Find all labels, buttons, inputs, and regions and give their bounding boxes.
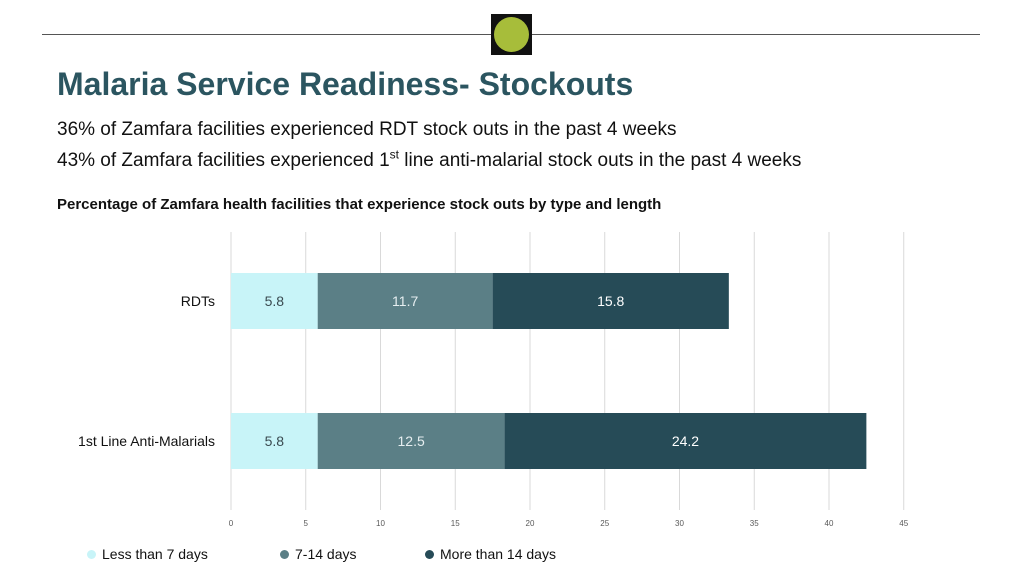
bar-segment: [231, 273, 318, 329]
legend-item-7-14: 7-14 days: [280, 546, 356, 562]
x-tick-label: 25: [600, 519, 609, 528]
data-label: 24.2: [672, 433, 699, 449]
ordinal-suffix: st: [389, 147, 400, 162]
legend-swatch-7-14: [280, 549, 289, 559]
bar-segment: [317, 413, 505, 469]
legend-item-lt7: Less than 7 days: [87, 546, 208, 562]
antimalarial-stockout-statement: 43% of Zamfara facilities experienced 1s…: [57, 147, 802, 172]
x-tick-label: 15: [451, 519, 460, 528]
legend-swatch-gt14: [425, 549, 434, 559]
bar-segment: [231, 413, 318, 469]
data-label: 15.8: [597, 293, 624, 309]
bar-segment: [492, 273, 729, 329]
legend-label-gt14: More than 14 days: [440, 546, 556, 562]
data-label: 11.7: [392, 293, 418, 309]
logo-circle-icon: [494, 17, 529, 52]
x-tick-label: 20: [526, 519, 535, 528]
x-tick-label: 35: [750, 519, 759, 528]
bar-segment: [504, 413, 867, 469]
x-tick-label: 0: [229, 519, 234, 528]
x-tick-label: 5: [304, 519, 309, 528]
category-label: 1st Line Anti-Malarials: [78, 433, 215, 449]
chart-title: Percentage of Zamfara health facilities …: [57, 196, 662, 213]
statement-text: 43% of Zamfara facilities experienced 1: [57, 150, 390, 171]
statement-text-end: line anti-malarial stock outs in the pas…: [399, 150, 802, 171]
chart-legend: Less than 7 days 7-14 days More than 14 …: [0, 546, 1024, 566]
slide-title: Malaria Service Readiness- Stockouts: [57, 66, 634, 102]
rdt-stockout-statement: 36% of Zamfara facilities experienced RD…: [57, 119, 677, 140]
data-label: 12.5: [398, 433, 425, 449]
x-tick-label: 10: [376, 519, 385, 528]
data-label: 5.8: [265, 293, 285, 309]
data-label: 5.8: [265, 433, 285, 449]
x-tick-label: 40: [825, 519, 834, 528]
category-label: RDTs: [181, 293, 215, 309]
stacked-bar-chart: 0 5 10 15 20 25 30 35 40 45 5.8 11.7 15.8 RDTs 5.8 12.5…: [78, 232, 909, 528]
legend-swatch-lt7: [87, 549, 96, 559]
x-tick-label: 45: [899, 519, 908, 528]
bar-segment: [317, 273, 493, 329]
x-tick-label: 30: [675, 519, 684, 528]
legend-item-gt14: More than 14 days: [425, 546, 556, 562]
legend-label-7-14: 7-14 days: [295, 546, 357, 562]
legend-label-lt7: Less than 7 days: [102, 546, 208, 562]
